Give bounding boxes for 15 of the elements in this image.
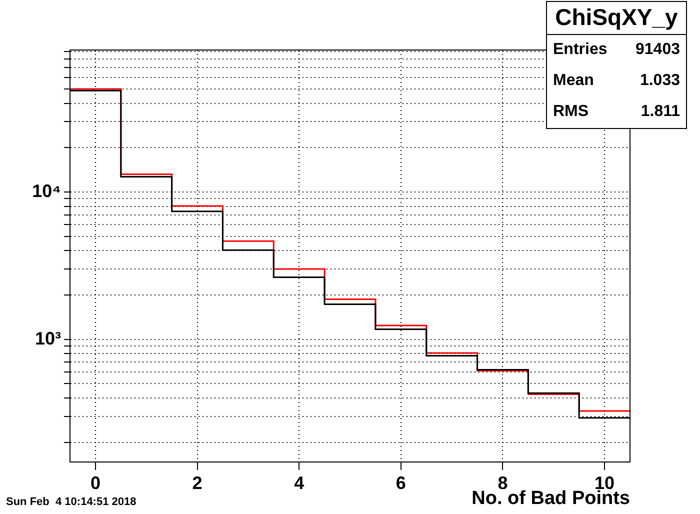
annotation: RMS xyxy=(553,103,589,121)
x-tick-label: 0 xyxy=(90,472,100,493)
text: 1.811 xyxy=(640,103,680,121)
x-tick-label: 4 xyxy=(294,472,304,493)
chart-title: ChiSqXY_y xyxy=(547,2,686,35)
text: 1.033 xyxy=(640,72,680,90)
x-tick-label: 2 xyxy=(192,472,202,493)
text: 91403 xyxy=(636,41,680,59)
y-tick-label: 10⁴ xyxy=(32,180,61,201)
x-tick-label: 8 xyxy=(498,472,508,493)
text: Sun Feb 4 10:14:51 2018 xyxy=(6,496,136,508)
x-tick-label: 6 xyxy=(396,472,406,493)
annotation: Mean xyxy=(553,72,594,90)
y-tick-label: 10³ xyxy=(34,328,62,348)
annotation: Entries xyxy=(553,41,608,59)
